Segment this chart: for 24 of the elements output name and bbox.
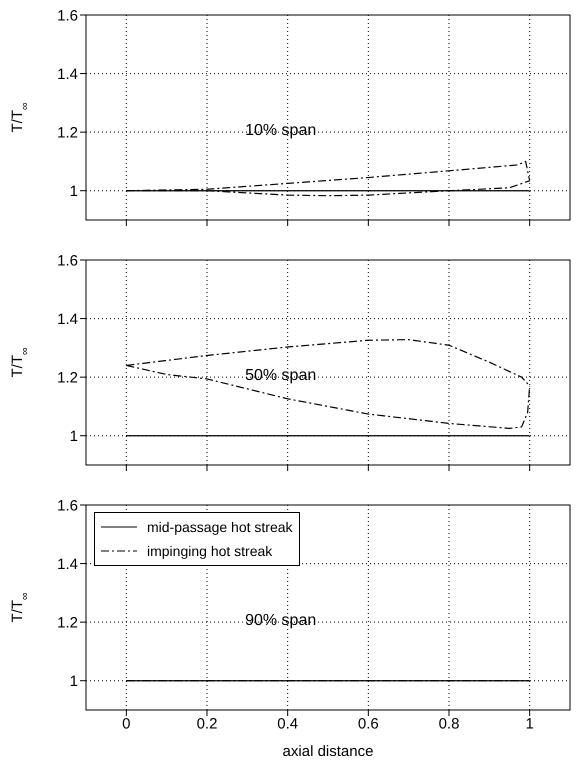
annotation: 50% span xyxy=(245,366,316,385)
y-tick-label: 1.6 xyxy=(57,7,78,24)
y-tick-label: 1.6 xyxy=(57,252,78,270)
annotation: 90% span xyxy=(245,612,316,630)
y-tick-label: 1.4 xyxy=(57,66,78,83)
x-tick-label: 0 xyxy=(122,716,131,733)
y-tick-label: 1 xyxy=(70,183,78,200)
y-tick-label: 1.2 xyxy=(57,614,78,632)
legend-label: mid-passage hot streak xyxy=(147,518,293,537)
x-tick-label: 1 xyxy=(525,716,534,733)
y-tick-label: 1 xyxy=(70,673,78,690)
x-tick-label: 0.4 xyxy=(277,716,298,733)
y-tick-label: 1.4 xyxy=(57,556,78,573)
y-tick-label: 1.2 xyxy=(57,124,78,142)
y-tick-label: 1.4 xyxy=(57,310,78,328)
annotation: 10% span xyxy=(245,122,316,140)
x-axis-title: axial distance xyxy=(282,743,374,760)
y-tick-label: 1.2 xyxy=(57,369,78,386)
x-tick-label: 0.6 xyxy=(358,716,379,733)
x-tick-label: 0.2 xyxy=(196,716,218,733)
y-tick-label: 1.6 xyxy=(57,497,78,514)
x-tick-label: 0.8 xyxy=(438,716,460,733)
y-tick-label: 1 xyxy=(70,428,78,446)
legend-label: impinging hot streak xyxy=(147,542,272,561)
